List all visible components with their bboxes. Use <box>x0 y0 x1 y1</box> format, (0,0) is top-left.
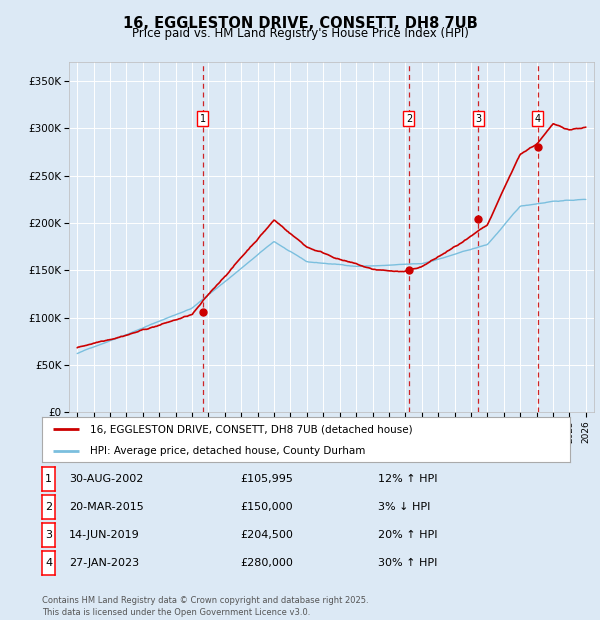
Text: Contains HM Land Registry data © Crown copyright and database right 2025.
This d: Contains HM Land Registry data © Crown c… <box>42 596 368 617</box>
Text: £280,000: £280,000 <box>240 557 293 568</box>
Text: 3% ↓ HPI: 3% ↓ HPI <box>378 502 430 512</box>
Text: 16, EGGLESTON DRIVE, CONSETT, DH8 7UB: 16, EGGLESTON DRIVE, CONSETT, DH8 7UB <box>122 16 478 30</box>
Text: 27-JAN-2023: 27-JAN-2023 <box>69 557 139 568</box>
Text: 2: 2 <box>45 502 52 512</box>
Text: 20% ↑ HPI: 20% ↑ HPI <box>378 529 437 540</box>
Text: £150,000: £150,000 <box>240 502 293 512</box>
Text: 14-JUN-2019: 14-JUN-2019 <box>69 529 140 540</box>
Text: 2: 2 <box>406 114 412 124</box>
Text: £204,500: £204,500 <box>240 529 293 540</box>
Text: Price paid vs. HM Land Registry's House Price Index (HPI): Price paid vs. HM Land Registry's House … <box>131 27 469 40</box>
Text: 30-AUG-2002: 30-AUG-2002 <box>69 474 143 484</box>
Text: 3: 3 <box>45 529 52 540</box>
Text: 4: 4 <box>535 114 541 124</box>
Text: 1: 1 <box>45 474 52 484</box>
Text: £105,995: £105,995 <box>240 474 293 484</box>
Text: 1: 1 <box>200 114 206 124</box>
Text: 30% ↑ HPI: 30% ↑ HPI <box>378 557 437 568</box>
Text: 16, EGGLESTON DRIVE, CONSETT, DH8 7UB (detached house): 16, EGGLESTON DRIVE, CONSETT, DH8 7UB (d… <box>89 424 412 435</box>
Text: 4: 4 <box>45 557 52 568</box>
Text: 3: 3 <box>475 114 481 124</box>
Text: 12% ↑ HPI: 12% ↑ HPI <box>378 474 437 484</box>
Text: 20-MAR-2015: 20-MAR-2015 <box>69 502 144 512</box>
Text: HPI: Average price, detached house, County Durham: HPI: Average price, detached house, Coun… <box>89 446 365 456</box>
